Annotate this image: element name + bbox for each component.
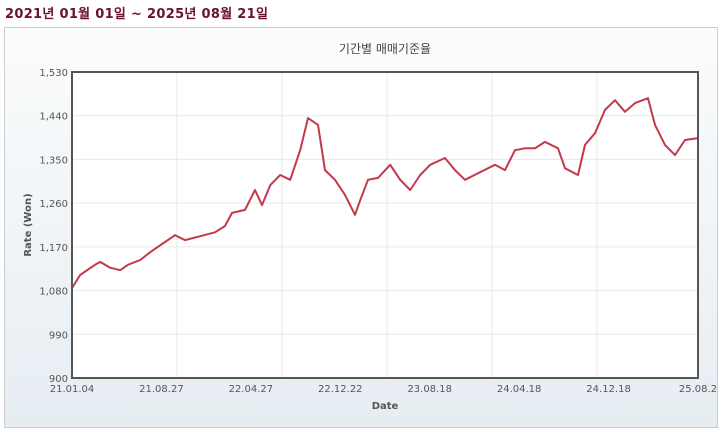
y-tick-label: 1,530 (39, 68, 68, 79)
data-point (634, 102, 636, 104)
data-point (614, 99, 616, 101)
y-tick-label: 990 (49, 330, 68, 341)
data-point (299, 149, 301, 151)
data-point (99, 261, 101, 263)
rate-line (71, 97, 699, 289)
x-tick-label: 25.08.2 (679, 384, 717, 395)
data-point (564, 167, 566, 169)
data-point (139, 259, 141, 261)
x-tick-label: 21.08.27 (139, 384, 184, 395)
data-point (269, 184, 271, 186)
data-point (444, 157, 446, 159)
x-tick-label: 24.12.18 (586, 384, 631, 395)
data-point (244, 209, 246, 211)
data-point (419, 174, 421, 176)
data-point (119, 269, 121, 271)
data-point (464, 179, 466, 181)
data-point (674, 154, 676, 156)
data-point (289, 179, 291, 181)
data-point (399, 179, 401, 181)
data-point (279, 174, 281, 176)
data-point (174, 234, 176, 236)
data-point (224, 225, 226, 227)
data-point (334, 179, 336, 181)
data-point (594, 132, 596, 134)
data-point (254, 189, 256, 191)
data-point (429, 163, 431, 166)
data-point (479, 171, 481, 173)
data-point (577, 174, 579, 176)
data-point (647, 97, 649, 100)
x-tick-label: 23.08.18 (407, 384, 452, 395)
data-point (261, 204, 263, 206)
data-point (409, 189, 411, 191)
y-tick-label: 1,350 (39, 155, 68, 166)
data-point (544, 141, 546, 143)
data-point (184, 239, 186, 241)
plot-area (72, 72, 698, 378)
data-point (79, 274, 81, 276)
data-point (94, 264, 96, 266)
x-tick-label: 22.12.22 (318, 384, 363, 395)
x-tick-label: 24.04.18 (497, 384, 542, 395)
data-point (684, 139, 686, 141)
data-point (664, 144, 666, 146)
data-point (324, 169, 326, 171)
y-axis-label: Rate (Won) (23, 193, 34, 256)
data-point (214, 231, 216, 234)
data-point (504, 169, 506, 171)
data-point (231, 212, 233, 214)
x-tick-label: 21.01.04 (50, 384, 95, 395)
data-point (367, 179, 369, 181)
data-point (557, 147, 559, 150)
y-tick-label: 1,080 (39, 287, 68, 298)
date-range-label: 2021년 01월 01일 ~ 2025년 08월 21일 (5, 7, 269, 22)
data-point (109, 266, 111, 269)
data-point (604, 109, 606, 111)
data-point (377, 177, 379, 179)
data-point (524, 147, 526, 150)
x-tick-label: 22.04.27 (229, 384, 274, 395)
y-tick-label: 1,440 (39, 112, 68, 123)
data-point (149, 251, 151, 253)
data-point (584, 144, 586, 146)
data-point (389, 163, 391, 166)
data-point (307, 117, 309, 119)
x-axis-label: Date (372, 401, 399, 412)
data-point (317, 124, 319, 126)
y-tick-label: 1,260 (39, 199, 68, 210)
data-point (534, 147, 536, 150)
data-point (199, 235, 201, 237)
data-point (624, 111, 626, 113)
plot-border (71, 71, 699, 379)
data-point (514, 149, 516, 151)
data-point (354, 214, 356, 216)
data-point (359, 199, 361, 202)
data-point (494, 163, 496, 166)
data-point (654, 124, 656, 126)
data-point (344, 194, 346, 196)
data-point (454, 169, 456, 171)
y-tick-label: 1,170 (39, 243, 68, 254)
chart-title: 기간별 매매기준율 (339, 42, 431, 56)
y-tick-label: 900 (49, 374, 68, 385)
data-point (164, 241, 166, 243)
data-point (127, 264, 129, 266)
